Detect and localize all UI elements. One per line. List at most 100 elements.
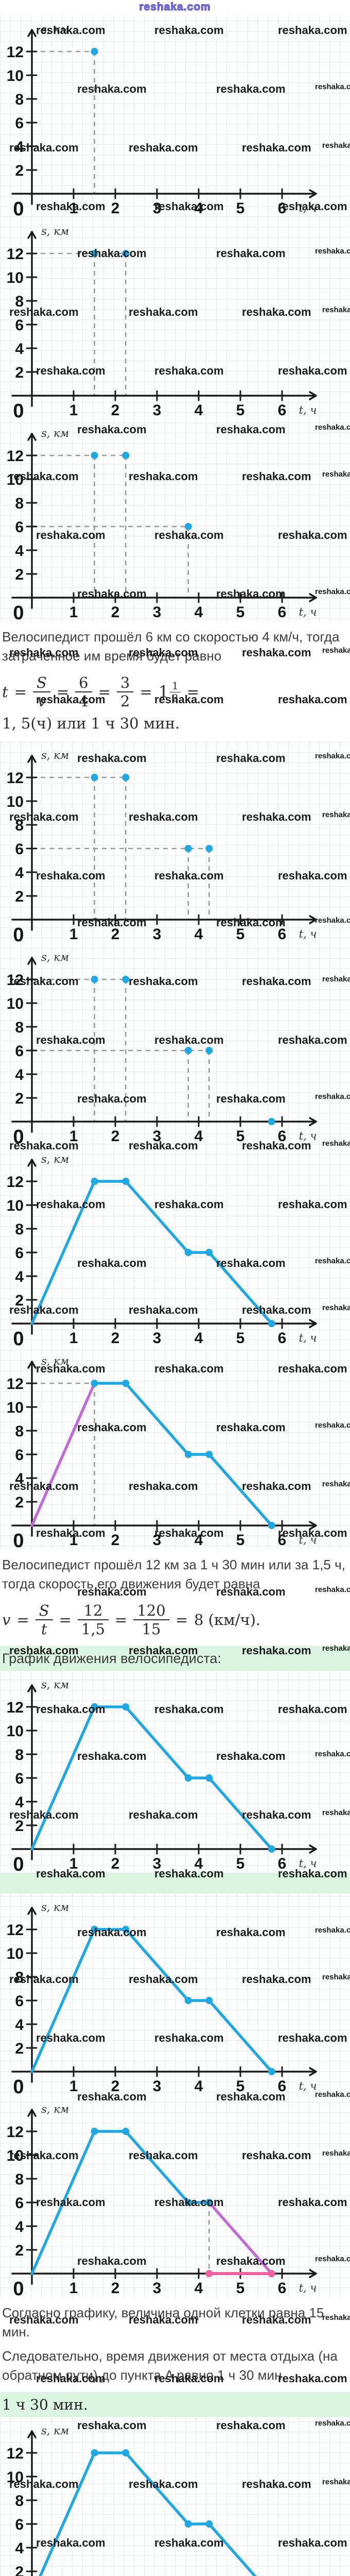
data-points [91,975,275,1125]
svg-text:t, ч: t, ч [299,1332,317,1344]
graph-step-2: 2 4 6 8 10 12 1 2 3 4 5 6 0 s, км t, ч [0,217,350,419]
svg-text:5: 5 [236,402,245,419]
svg-text:6: 6 [15,841,24,858]
equals-sign: = [59,1611,72,1629]
svg-text:0: 0 [13,1530,24,1549]
svg-text:0: 0 [13,2076,24,2095]
svg-text:3: 3 [153,1855,162,1872]
data-point [184,2520,192,2528]
svg-text:4: 4 [15,2540,24,2557]
svg-text:4: 4 [15,1470,24,1487]
svg-text:t, ч: t, ч [299,2080,317,2092]
data-point [122,452,130,459]
data-point [122,250,130,257]
svg-text:6: 6 [278,1532,287,1549]
graph-full-line-2: 2 4 6 8 10 12 1 2 3 4 5 6 0 s, км t, ч [0,1671,350,1873]
svg-text:4: 4 [195,2078,203,2095]
data-points [91,452,192,530]
svg-text:8: 8 [15,293,24,310]
fraction: 12 1,5 [77,1602,109,1637]
svg-text:2: 2 [15,2242,24,2259]
svg-text:2: 2 [111,2280,120,2297]
svg-text:0: 0 [13,198,24,217]
svg-text:5: 5 [236,926,245,943]
svg-text:3: 3 [153,402,162,419]
data-point [205,1997,213,2005]
movement-line [30,1179,273,1325]
axes [11,1684,317,1861]
svg-text:3: 3 [153,2078,162,2095]
svg-text:3: 3 [153,926,162,943]
svg-text:t, ч: t, ч [299,1857,317,1870]
svg-text:4: 4 [195,1330,203,1347]
axes [11,1158,317,1335]
svg-text:2: 2 [111,604,120,621]
svg-text:8: 8 [15,1221,24,1238]
data-point [91,1379,98,1387]
fraction: 120 15 [133,1602,169,1637]
svg-text:6: 6 [15,2516,24,2533]
data-point [184,844,192,852]
svg-text:10: 10 [7,995,24,1012]
svg-text:3: 3 [153,1128,162,1145]
guide-dashes [32,252,127,396]
data-points [91,2449,213,2528]
svg-text:10: 10 [7,1399,24,1416]
guide-dashes [32,1382,95,1526]
data-point [268,1319,275,1327]
svg-text:1: 1 [69,2280,78,2297]
data-points [91,48,98,55]
movement-line [39,2451,257,2576]
return-answer-band: 1 ч 30 мин. [0,2392,350,2417]
svg-text:6: 6 [278,1128,287,1145]
highlight-point [205,2270,213,2278]
data-point [268,2068,275,2076]
data-point [122,975,130,983]
svg-text:10: 10 [7,269,24,286]
svg-text:0: 0 [13,400,24,419]
svg-text:2: 2 [15,1292,24,1309]
svg-text:6: 6 [15,519,24,536]
axes [11,2109,317,2285]
svg-text:s, км: s, км [41,1679,69,1691]
svg-text:4: 4 [15,1794,24,1811]
svg-text:s, км: s, км [41,2103,69,2115]
svg-text:6: 6 [15,1770,24,1787]
equals-sign: = [115,1611,128,1629]
graph-step-4: 2 4 6 8 10 12 1 2 3 4 5 6 0 s, км t, ч [0,741,350,943]
svg-text:2: 2 [15,1494,24,1511]
formula-lhs: t [2,683,8,701]
svg-text:12: 12 [7,246,24,263]
svg-text:4: 4 [195,2280,203,2297]
svg-text:6: 6 [15,1447,24,1464]
data-point [184,1997,192,2005]
guide-dashes [32,978,210,1122]
equals-sign: = [175,1611,188,1629]
svg-text:4: 4 [15,1268,24,1285]
svg-text:10: 10 [7,67,24,84]
data-point [122,2449,130,2456]
data-point [268,1117,275,1125]
svg-text:6: 6 [278,2280,287,2297]
graph-step-3: 2 4 6 8 10 12 1 2 3 4 5 6 0 s, км t, ч [0,419,350,621]
svg-text:4: 4 [195,1128,203,1145]
data-points [91,2128,275,2278]
data-point [205,1774,213,1782]
svg-text:1: 1 [69,926,78,943]
svg-text:12: 12 [7,2445,24,2462]
svg-text:0: 0 [13,2278,24,2297]
data-point [91,1177,98,1185]
data-points [91,1379,275,1529]
svg-text:4: 4 [15,2218,24,2235]
data-point [184,2199,192,2207]
svg-text:t, ч: t, ч [299,1130,317,1142]
svg-text:2: 2 [111,2078,120,2095]
